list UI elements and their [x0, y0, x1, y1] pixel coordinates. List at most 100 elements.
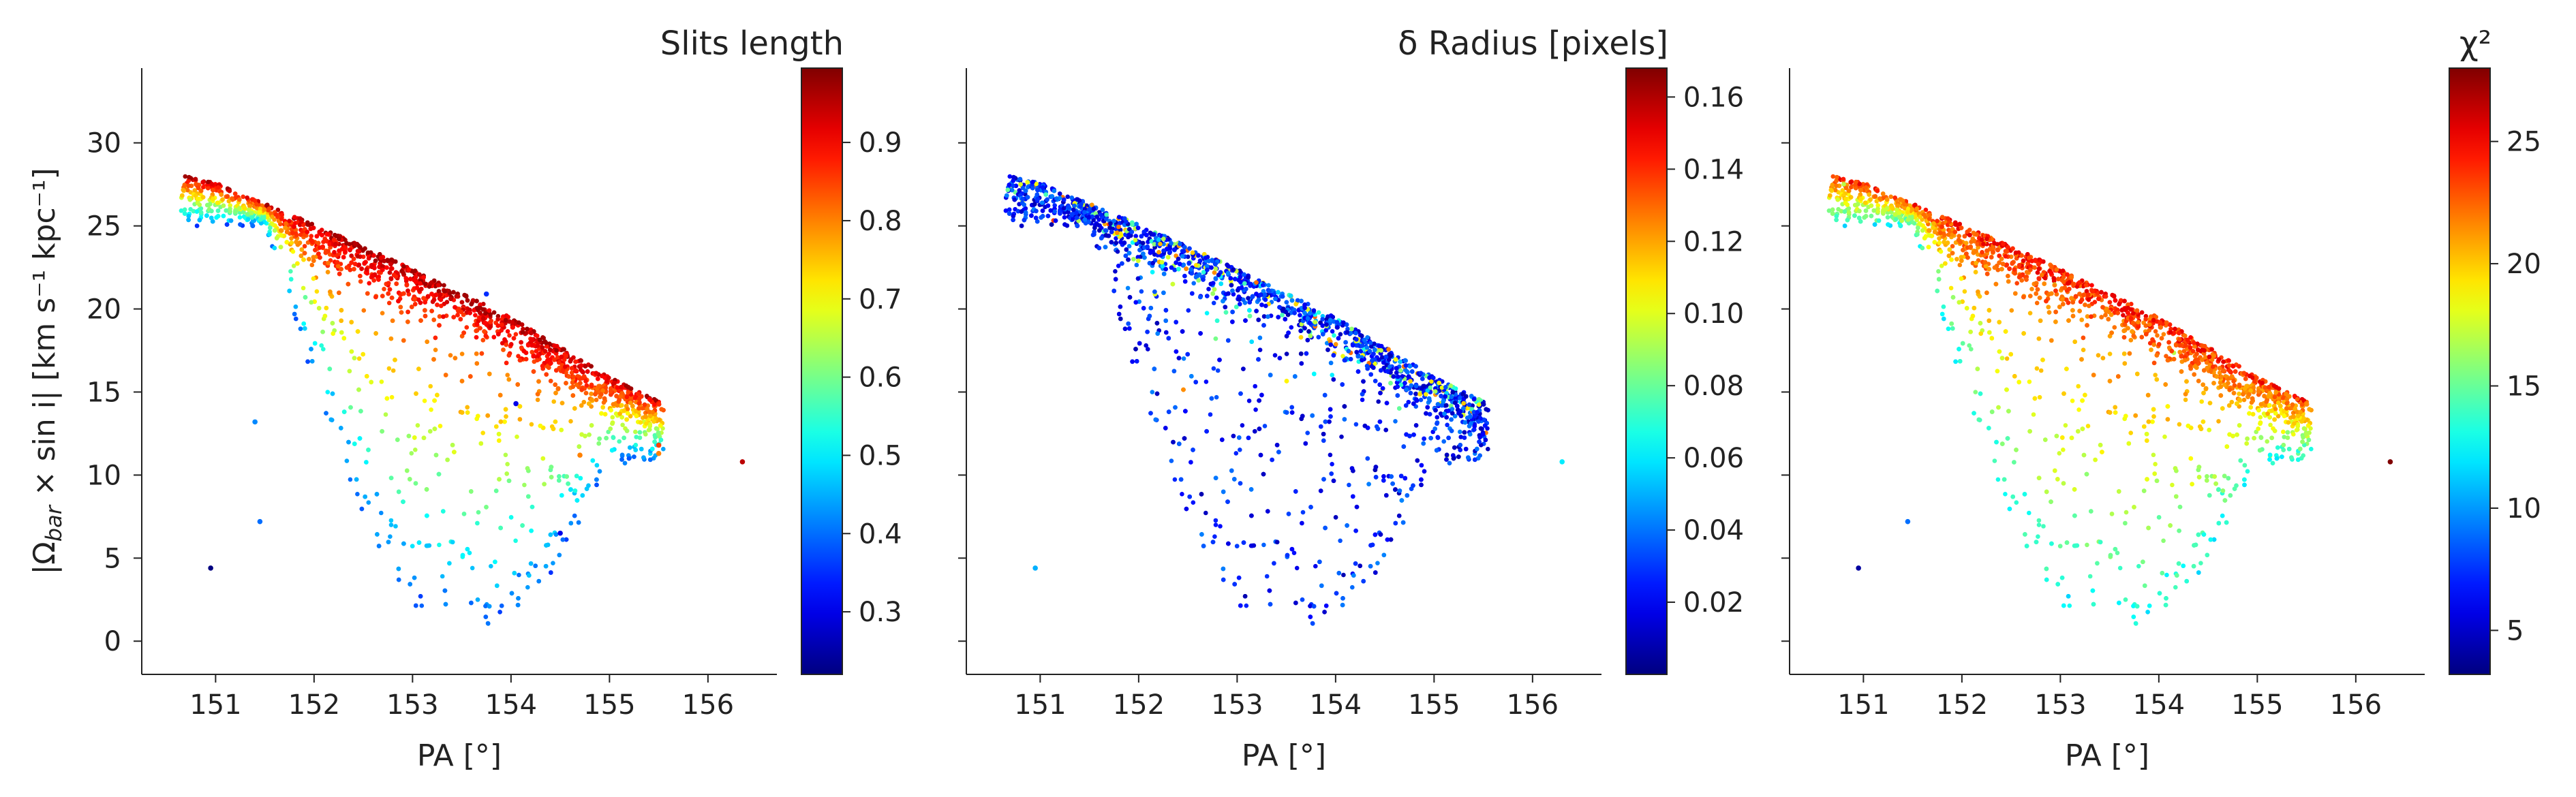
scatter-point: [406, 433, 412, 439]
scatter-point: [594, 397, 599, 403]
scatter-point: [358, 409, 363, 413]
scatter-point: [1376, 399, 1381, 404]
scatter-point: [618, 394, 624, 399]
scatter-point: [452, 450, 457, 454]
scatter-point: [557, 530, 563, 536]
scatter-point: [1332, 333, 1336, 338]
scatter-point: [554, 368, 559, 373]
scatter-point: [491, 310, 497, 315]
scatter-point: [197, 217, 202, 223]
scatter-point: [473, 313, 478, 318]
scatter-point: [365, 291, 370, 296]
scatter-point: [284, 230, 290, 234]
scatter-point: [519, 340, 523, 345]
y-tick-label: 0: [104, 626, 121, 657]
scatter-point: [311, 258, 316, 264]
scatter-point: [436, 471, 442, 477]
scatter-point: [361, 308, 367, 313]
scatter-point: [602, 396, 607, 401]
scatter-point: [391, 272, 397, 278]
scatter-point: [551, 426, 556, 431]
scatter-point: [320, 244, 325, 249]
scatter-point: [495, 583, 500, 589]
scatter-point: [450, 540, 455, 545]
scatter-point: [1007, 174, 1013, 179]
scatter-point: [278, 245, 283, 250]
scatter-point: [637, 406, 641, 411]
scatter-point: [544, 372, 549, 377]
scatter-point: [564, 474, 569, 479]
scatter-point: [299, 247, 305, 252]
scatter-point: [583, 379, 588, 384]
scatter-point: [1211, 366, 1216, 371]
scatter-point: [389, 394, 395, 400]
scatter-point: [1264, 574, 1270, 579]
scatter-point: [465, 405, 470, 410]
scatter-point: [330, 321, 335, 326]
scatter-point: [1289, 325, 1294, 330]
scatter-point: [408, 582, 412, 587]
scatter-point: [535, 392, 540, 396]
scatter-point: [359, 506, 365, 512]
scatter-point: [505, 462, 510, 467]
scatter-point: [428, 384, 433, 389]
scatter-point: [504, 342, 508, 347]
scatter-point: [497, 392, 503, 398]
scatter-point: [537, 337, 542, 343]
y-tick-label: 25: [87, 211, 121, 243]
scatter-point: [428, 428, 433, 434]
scatter-point: [314, 234, 320, 239]
scatter-point: [214, 215, 219, 220]
scatter-point: [344, 458, 350, 463]
scatter-point: [617, 439, 622, 444]
scatter-point: [487, 371, 492, 377]
scatter-point: [225, 194, 230, 199]
scatter-point: [1144, 343, 1148, 348]
scatter-point: [445, 457, 450, 463]
scatter-point: [526, 494, 531, 499]
scatter-point: [548, 379, 553, 384]
scatter-point: [198, 188, 204, 193]
scatter-point: [429, 280, 434, 285]
scatter-point: [245, 212, 250, 217]
scatter-point: [309, 234, 314, 238]
scatter-point: [505, 373, 510, 377]
scatter-point: [552, 357, 557, 362]
scatter-point: [298, 326, 303, 332]
scatter-point: [405, 309, 410, 315]
scatter-point: [183, 174, 188, 179]
scatter-point: [1172, 477, 1178, 482]
scatter-point: [311, 276, 316, 281]
scatter-point: [604, 435, 609, 441]
scatter-point: [341, 409, 347, 414]
scatter-point: [258, 210, 262, 215]
scatter-point: [399, 310, 404, 315]
scatter-point: [284, 240, 290, 245]
colorbar-tick-label: 0.8: [859, 206, 902, 237]
scatter-point: [387, 270, 393, 275]
scatter-point: [551, 399, 556, 404]
scatter-point: [659, 407, 664, 412]
scatter-point: [525, 326, 530, 332]
scatter-point: [358, 273, 363, 279]
scatter-point: [1204, 311, 1210, 316]
scatter-point: [321, 347, 326, 351]
scatter-point: [606, 375, 611, 380]
scatter-point: [1353, 422, 1359, 427]
scatter-point: [354, 477, 359, 482]
scatter-point: [626, 390, 631, 395]
scatter-point: [573, 368, 579, 373]
scatter-point: [634, 413, 639, 418]
scatter-point: [413, 481, 418, 486]
scatter-point: [504, 360, 509, 366]
scatter-point: [542, 349, 548, 354]
scatter-point: [404, 283, 410, 287]
scatter-point: [647, 396, 652, 402]
scatter-point: [309, 347, 313, 351]
scatter-point: [438, 424, 443, 428]
y-tick-label: 30: [87, 128, 121, 159]
scatter-point: [560, 537, 566, 542]
scatter-point: [593, 392, 598, 396]
scatter-point: [374, 492, 380, 497]
scatter-point: [572, 488, 578, 493]
